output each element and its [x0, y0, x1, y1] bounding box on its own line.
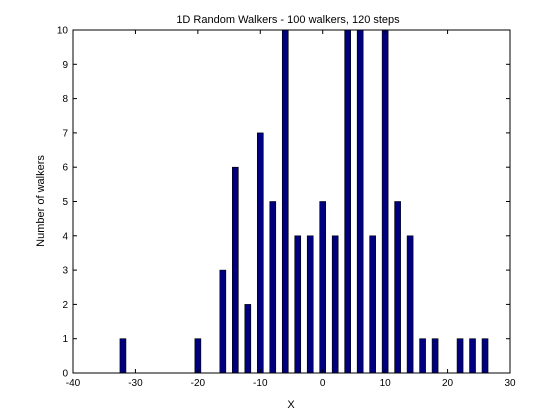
y-tick-label: 4	[62, 231, 68, 242]
x-tick-label: -30	[128, 378, 143, 389]
bar	[219, 269, 227, 374]
ticks-group: -40 -30 -20 -10 0 10 20 30 0 1 2 3 4 5 6 7 8 9 10	[57, 26, 516, 390]
x-tick-label: -10	[253, 378, 268, 389]
y-tick-label: 10	[57, 26, 69, 37]
bar	[356, 29, 364, 374]
bar	[394, 201, 401, 374]
chart-title: 1D Random Walkers - 100 walkers, 120 ste…	[176, 14, 400, 26]
bar	[456, 338, 464, 374]
y-tick-label: 1	[62, 334, 68, 345]
bar	[406, 235, 414, 374]
bar	[319, 201, 327, 374]
x-axis-label: X	[287, 399, 295, 411]
x-tick-label: -40	[66, 378, 81, 389]
bar	[194, 338, 202, 374]
plot-frame	[72, 29, 511, 374]
bar	[369, 235, 376, 374]
y-tick-label: 7	[62, 128, 68, 139]
x-tick-label: 0	[320, 378, 326, 389]
bar	[419, 338, 426, 374]
bar	[256, 132, 264, 374]
y-tick-label: 3	[62, 266, 68, 277]
bar	[306, 235, 314, 374]
y-tick-label: 2	[62, 300, 68, 311]
bar	[269, 201, 277, 374]
bar	[481, 338, 489, 374]
bar	[294, 235, 302, 374]
bar	[331, 235, 339, 374]
y-tick-label: 8	[62, 94, 68, 105]
bar	[344, 29, 351, 374]
bar	[381, 29, 389, 374]
x-tick-label: -20	[191, 378, 206, 389]
bar	[244, 304, 252, 374]
y-tick-label: 5	[62, 197, 68, 208]
x-tick-label: 10	[380, 378, 392, 389]
bars-group	[119, 29, 489, 374]
bar	[232, 166, 239, 374]
y-axis-label: Number of walkers	[35, 155, 47, 247]
y-tick-label: 6	[62, 163, 68, 174]
x-tick-label: 30	[504, 378, 516, 389]
bar	[119, 338, 127, 374]
bar	[469, 338, 476, 374]
y-tick-label: 9	[62, 60, 68, 71]
bar	[281, 29, 289, 374]
bar	[431, 338, 439, 374]
x-tick-label: 20	[442, 378, 454, 389]
y-tick-label: 0	[62, 369, 68, 380]
